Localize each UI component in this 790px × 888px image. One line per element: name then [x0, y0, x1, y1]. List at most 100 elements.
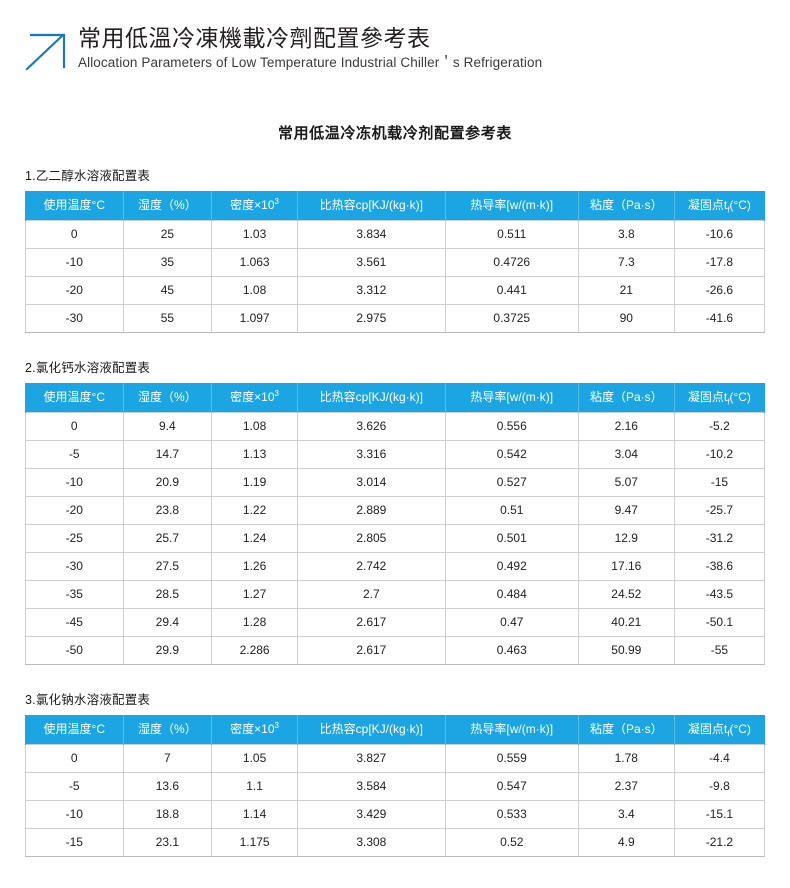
cell-density: 1.27 — [211, 580, 298, 609]
cell-viscosity: 90 — [577, 304, 675, 333]
cell-freezing-point: -41.6 — [673, 304, 766, 333]
cell-freezing-point: -26.6 — [673, 276, 766, 305]
cell-thermal-conductivity: 0.511 — [444, 220, 579, 249]
cell-specific-heat: 2.742 — [296, 552, 446, 581]
cell-humidity: 23.1 — [122, 828, 213, 857]
cell-viscosity: 7.3 — [577, 248, 675, 277]
column-header-temperature: 使用温度°C — [25, 715, 124, 745]
cell-density: 1.08 — [211, 412, 298, 441]
cell-viscosity: 9.47 — [577, 496, 675, 525]
cell-specific-heat: 3.308 — [296, 828, 446, 857]
cell-thermal-conductivity: 0.542 — [444, 440, 579, 469]
column-header-freezing-point: 凝固点tf(°C) — [673, 715, 766, 745]
table-row: -20 23.8 1.22 2.889 0.51 9.47 -25.7 — [25, 496, 766, 525]
cell-thermal-conductivity: 0.527 — [444, 468, 579, 497]
cell-humidity: 23.8 — [122, 496, 213, 525]
cell-freezing-point: -4.4 — [673, 744, 766, 773]
cell-freezing-point: -43.5 — [673, 580, 766, 609]
cell-humidity: 13.6 — [122, 772, 213, 801]
cell-specific-heat: 3.014 — [296, 468, 446, 497]
cell-thermal-conductivity: 0.47 — [444, 608, 579, 637]
cell-density: 1.14 — [211, 800, 298, 829]
cell-thermal-conductivity: 0.556 — [444, 412, 579, 441]
column-header-temperature: 使用温度°C — [25, 383, 124, 413]
cell-thermal-conductivity: 0.52 — [444, 828, 579, 857]
cell-temperature: -20 — [25, 496, 124, 525]
table-header-row: 使用温度°C 湿度（%） 密度×103 比热容cp[KJ/(kg·k)] 热导率… — [25, 715, 766, 745]
column-header-density: 密度×103 — [211, 715, 298, 745]
table-header-row: 使用温度°C 湿度（%） 密度×103 比热容cp[KJ/(kg·k)] 热导率… — [25, 383, 766, 413]
cell-viscosity: 3.04 — [577, 440, 675, 469]
freezing-point-subscript: f — [727, 729, 730, 739]
column-header-viscosity: 粘度（Pa·s） — [577, 191, 675, 221]
column-header-viscosity: 粘度（Pa·s） — [577, 715, 675, 745]
table-row: -5 14.7 1.13 3.316 0.542 3.04 -10.2 — [25, 440, 766, 469]
cell-freezing-point: -50.1 — [673, 608, 766, 637]
column-header-viscosity: 粘度（Pa·s） — [577, 383, 675, 413]
cell-density: 2.286 — [211, 636, 298, 665]
table-calcium-chloride: 使用温度°C 湿度（%） 密度×103 比热容cp[KJ/(kg·k)] 热导率… — [25, 383, 766, 665]
freezing-point-unit: (°C) — [729, 390, 751, 404]
cell-temperature: -30 — [25, 552, 124, 581]
cell-freezing-point: -15 — [673, 468, 766, 497]
cell-viscosity: 1.78 — [577, 744, 675, 773]
section-calcium-chloride: 2.氯化钙水溶液配置表 使用温度°C 湿度（%） 密度×103 比热容cp[KJ… — [25, 357, 766, 665]
cell-thermal-conductivity: 0.3725 — [444, 304, 579, 333]
column-header-thermal-conductivity: 热导率[w/(m·k)] — [444, 715, 579, 745]
cell-viscosity: 50.99 — [577, 636, 675, 665]
table-body: 0 7 1.05 3.827 0.559 1.78 -4.4 -5 13.6 1… — [25, 744, 766, 857]
cell-thermal-conductivity: 0.463 — [444, 636, 579, 665]
header-title-en: Allocation Parameters of Low Temperature… — [78, 55, 543, 70]
freezing-point-subscript: f — [727, 205, 730, 215]
cell-density: 1.175 — [211, 828, 298, 857]
cell-freezing-point: -10.6 — [673, 220, 766, 249]
column-header-thermal-conductivity: 热导率[w/(m·k)] — [444, 383, 579, 413]
density-label: 密度×10 — [230, 722, 275, 736]
cell-viscosity: 4.9 — [577, 828, 675, 857]
page-title: 常用低温冷冻机载冷剂配置参考表 — [277, 125, 512, 142]
cell-humidity: 9.4 — [122, 412, 213, 441]
freezing-point-label: 凝固点t — [687, 722, 728, 736]
cell-thermal-conductivity: 0.4726 — [444, 248, 579, 277]
table-header-row: 使用温度°C 湿度（%） 密度×103 比热容cp[KJ/(kg·k)] 热导率… — [25, 191, 766, 221]
cell-density: 1.08 — [211, 276, 298, 305]
cell-density: 1.22 — [211, 496, 298, 525]
cell-humidity: 7 — [122, 744, 213, 773]
cell-humidity: 45 — [122, 276, 213, 305]
table-sodium-chloride: 使用温度°C 湿度（%） 密度×103 比热容cp[KJ/(kg·k)] 热导率… — [25, 715, 766, 857]
cell-thermal-conductivity: 0.533 — [444, 800, 579, 829]
section-caption: 1.乙二醇水溶液配置表 — [25, 169, 151, 183]
table-row: 0 25 1.03 3.834 0.511 3.8 -10.6 — [25, 220, 766, 249]
column-header-freezing-point: 凝固点tf(°C) — [673, 191, 766, 221]
cell-temperature: -15 — [25, 828, 124, 857]
cell-thermal-conductivity: 0.559 — [444, 744, 579, 773]
table-body: 0 9.4 1.08 3.626 0.556 2.16 -5.2 -5 14.7… — [25, 412, 766, 665]
cell-viscosity: 2.16 — [577, 412, 675, 441]
density-label: 密度×10 — [230, 198, 275, 212]
cell-temperature: -5 — [25, 440, 124, 469]
cell-humidity: 55 — [122, 304, 213, 333]
table-row: -25 25.7 1.24 2.805 0.501 12.9 -31.2 — [25, 524, 766, 553]
cell-specific-heat: 2.805 — [296, 524, 446, 553]
cell-density: 1.03 — [211, 220, 298, 249]
cell-freezing-point: -31.2 — [673, 524, 766, 553]
cell-thermal-conductivity: 0.501 — [444, 524, 579, 553]
cell-humidity: 35 — [122, 248, 213, 277]
cell-temperature: 0 — [25, 744, 124, 773]
freezing-point-label: 凝固点t — [687, 390, 728, 404]
cell-temperature: -25 — [25, 524, 124, 553]
cell-thermal-conductivity: 0.492 — [444, 552, 579, 581]
cell-temperature: -50 — [25, 636, 124, 665]
cell-humidity: 25.7 — [122, 524, 213, 553]
column-header-humidity: 湿度（%） — [122, 191, 213, 221]
cell-freezing-point: -5.2 — [673, 412, 766, 441]
cell-humidity: 14.7 — [122, 440, 213, 469]
cell-specific-heat: 2.617 — [296, 608, 446, 637]
table-row: -35 28.5 1.27 2.7 0.484 24.52 -43.5 — [25, 580, 766, 609]
cell-thermal-conductivity: 0.484 — [444, 580, 579, 609]
table-row: 0 7 1.05 3.827 0.559 1.78 -4.4 — [25, 744, 766, 773]
cell-humidity: 18.8 — [122, 800, 213, 829]
density-exponent: 3 — [274, 197, 279, 206]
cell-viscosity: 24.52 — [577, 580, 675, 609]
arrow-up-right-icon — [22, 26, 72, 74]
